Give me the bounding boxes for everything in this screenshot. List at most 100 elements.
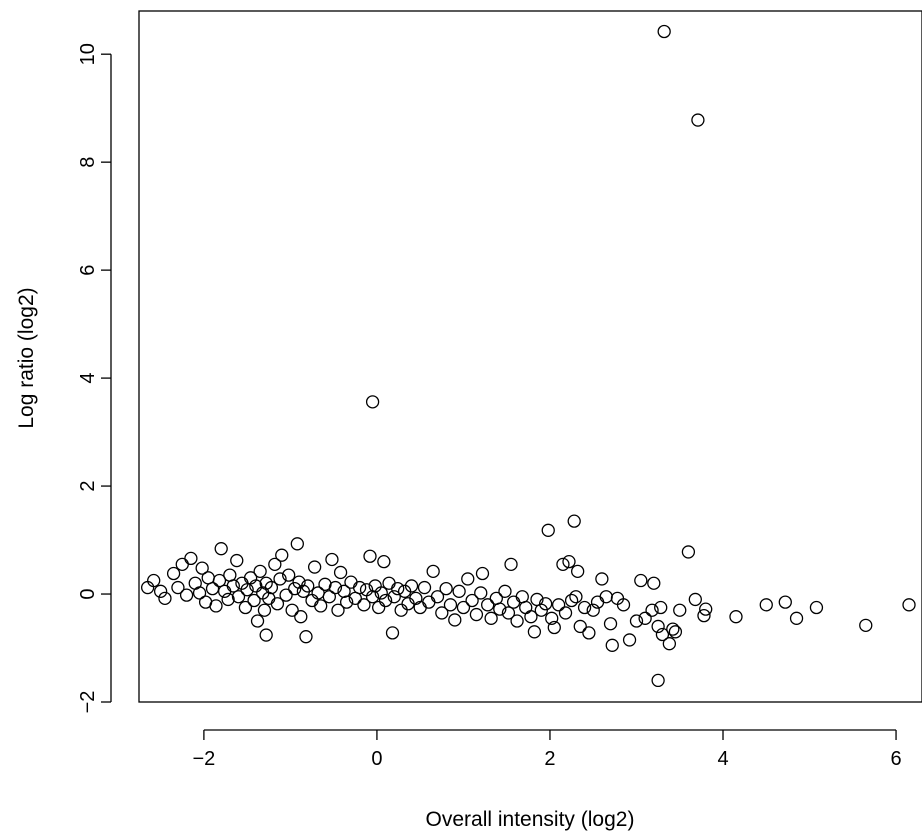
data-point	[638, 611, 652, 625]
data-point	[564, 593, 579, 608]
data-point	[275, 548, 289, 562]
data-point	[374, 586, 388, 600]
y-tick-label: 6	[77, 265, 99, 276]
data-point	[307, 560, 322, 574]
data-point	[519, 600, 533, 615]
data-point	[654, 600, 668, 615]
data-point	[147, 573, 161, 588]
data-point	[498, 584, 512, 598]
data-points	[141, 24, 916, 688]
data-point	[385, 626, 400, 640]
data-point	[171, 580, 185, 595]
y-tick-label: 0	[77, 588, 99, 599]
data-point	[221, 592, 235, 607]
y-tick-label: 8	[77, 157, 99, 168]
y-axis-label: Log ratio (log2)	[15, 287, 38, 428]
data-point	[253, 564, 267, 579]
data-point	[481, 598, 495, 612]
data-point	[257, 603, 272, 617]
x-tick-label: 6	[890, 748, 901, 770]
data-point	[778, 595, 792, 609]
data-point	[545, 611, 559, 625]
data-point	[673, 603, 687, 617]
data-point	[647, 576, 661, 590]
y-tick-label: −2	[77, 691, 99, 714]
data-point	[179, 588, 194, 602]
data-point	[465, 593, 479, 608]
y-tick-label: 10	[77, 43, 99, 65]
data-point	[569, 590, 583, 604]
data-point	[305, 593, 319, 608]
data-point	[562, 554, 576, 569]
data-point	[205, 581, 220, 596]
data-point	[288, 581, 302, 596]
data-point	[153, 584, 168, 598]
data-point	[240, 583, 254, 597]
data-point	[231, 590, 246, 604]
data-point	[282, 568, 296, 582]
data-point	[603, 617, 618, 631]
data-point	[273, 572, 287, 586]
data-point	[697, 608, 711, 623]
data-point	[339, 595, 354, 609]
data-point	[249, 579, 263, 593]
data-point	[789, 611, 804, 625]
data-point	[668, 625, 683, 639]
data-point	[259, 628, 273, 642]
data-point	[759, 598, 773, 612]
data-point	[809, 600, 824, 615]
data-point	[365, 395, 380, 409]
data-point	[556, 557, 570, 571]
data-point	[250, 614, 265, 628]
data-point	[582, 626, 596, 640]
data-point	[331, 603, 345, 617]
data-point	[394, 603, 408, 617]
data-point	[301, 579, 315, 593]
data-point	[469, 607, 484, 622]
data-point	[214, 542, 228, 556]
data-point	[322, 590, 336, 604]
data-point	[645, 603, 659, 617]
data-point	[314, 599, 328, 613]
x-tick-label: 0	[371, 748, 382, 770]
data-point	[527, 625, 542, 639]
data-point	[294, 610, 308, 624]
data-point	[506, 595, 521, 609]
data-point	[328, 580, 343, 595]
data-point	[501, 606, 516, 620]
data-point	[238, 600, 253, 615]
x-tick-label: −2	[192, 748, 215, 770]
data-point	[426, 564, 440, 579]
data-point	[430, 590, 445, 604]
data-point	[218, 584, 232, 598]
data-point	[622, 633, 637, 647]
data-point	[166, 566, 181, 581]
data-point	[443, 598, 458, 612]
data-point	[391, 581, 405, 596]
data-point	[510, 614, 524, 628]
data-point	[474, 586, 488, 600]
data-point	[634, 573, 648, 588]
data-point	[551, 598, 566, 612]
x-axis-label: Overall intensity (log2)	[426, 808, 635, 831]
data-point	[493, 602, 507, 616]
data-point	[538, 597, 553, 611]
data-point	[363, 549, 377, 563]
data-point	[567, 514, 581, 528]
data-point	[230, 553, 244, 568]
data-point	[417, 580, 432, 595]
data-point	[456, 600, 471, 615]
data-point	[681, 545, 696, 559]
data-point	[290, 537, 304, 551]
data-point	[605, 638, 619, 652]
data-point	[448, 613, 462, 627]
plot-box	[138, 10, 922, 703]
data-point	[629, 614, 644, 628]
data-point	[422, 595, 436, 609]
data-point	[268, 557, 282, 571]
data-point	[141, 580, 155, 595]
data-point	[577, 600, 592, 615]
data-point	[657, 24, 671, 39]
data-point	[372, 600, 386, 615]
data-point	[699, 602, 713, 616]
